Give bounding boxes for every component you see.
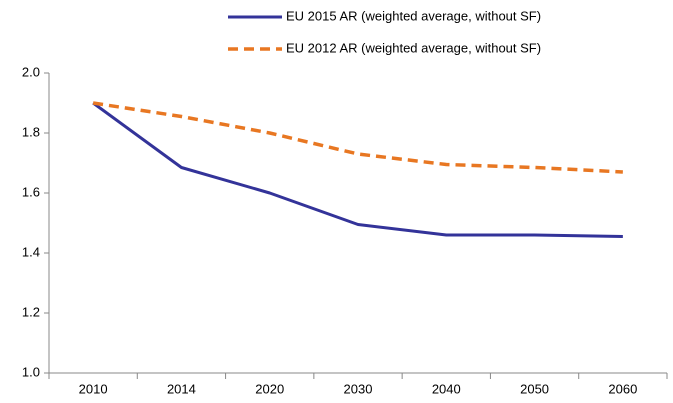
y-tick-label: 1.6	[22, 184, 40, 199]
legend-label: EU 2015 AR (weighted average, without SF…	[286, 8, 541, 23]
series-line	[92, 101, 623, 238]
x-tick-label: 2014	[167, 381, 196, 396]
y-tick-label: 1.0	[22, 364, 40, 379]
x-tick-label: 2060	[608, 381, 637, 396]
x-tick-label: 2010	[79, 381, 108, 396]
x-tick-label: 2030	[344, 381, 373, 396]
y-tick-label: 2.0	[22, 64, 40, 79]
x-tick-label: 2020	[255, 381, 284, 396]
x-tick-label: 2050	[520, 381, 549, 396]
y-tick-label: 1.8	[22, 124, 40, 139]
y-tick-label: 1.4	[22, 244, 40, 259]
y-tick-label: 1.2	[22, 304, 40, 319]
x-tick-label: 2040	[432, 381, 461, 396]
series-line	[92, 101, 623, 174]
legend-label: EU 2012 AR (weighted average, without SF…	[286, 40, 541, 55]
